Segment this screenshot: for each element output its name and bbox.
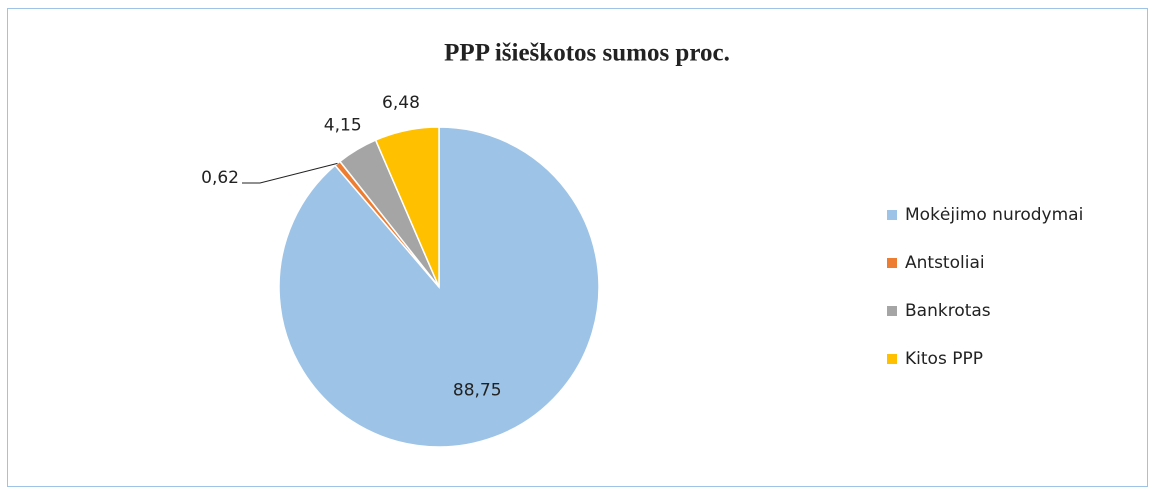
chart-title: PPP išieškotos sumos proc. [444,40,730,67]
data-label: 4,15 [324,116,362,136]
leader-line [242,162,338,184]
legend-label: Bankrotas [905,301,991,321]
data-label: 0,62 [201,168,239,188]
legend-swatch [887,354,897,364]
data-label: 6,48 [382,93,420,113]
legend-swatch [887,210,897,220]
legend-label: Kitos PPP [905,349,983,369]
data-label: 88,75 [453,381,502,401]
legend-label: Antstoliai [905,253,985,273]
legend-label: Mokėjimo nurodymai [905,205,1083,225]
legend-swatch [887,258,897,268]
pie-slice [374,126,440,288]
legend-swatch [887,306,897,316]
